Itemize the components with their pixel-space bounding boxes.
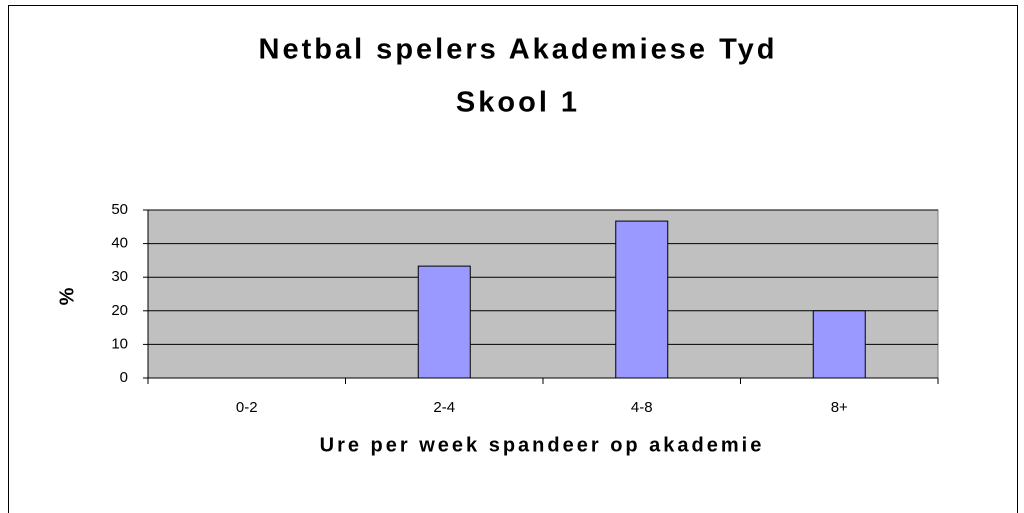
y-tick-label: 10 [111, 335, 128, 352]
y-tick-label: 40 [111, 235, 128, 252]
y-tick-label: 20 [111, 302, 128, 319]
bar [615, 220, 669, 379]
y-tick-label: 30 [111, 268, 128, 285]
x-tick-label: 2-4 [433, 399, 455, 416]
chart-title: Netbal spelers Akademiese Tyd [259, 34, 778, 66]
bar [812, 310, 866, 379]
y-tick-label: 50 [111, 201, 128, 218]
x-tick-label: 0-2 [236, 399, 258, 416]
y-axis-title: % [56, 285, 78, 306]
plot-area [147, 209, 939, 379]
y-tick-label: 0 [120, 369, 128, 386]
x-tick-label: 4-8 [631, 399, 653, 416]
x-tick-label: 8+ [831, 399, 848, 416]
bar [417, 265, 471, 379]
x-axis-title: Ure per week spandeer op akademie [320, 434, 765, 456]
chart-title: Skool 1 [456, 87, 580, 119]
